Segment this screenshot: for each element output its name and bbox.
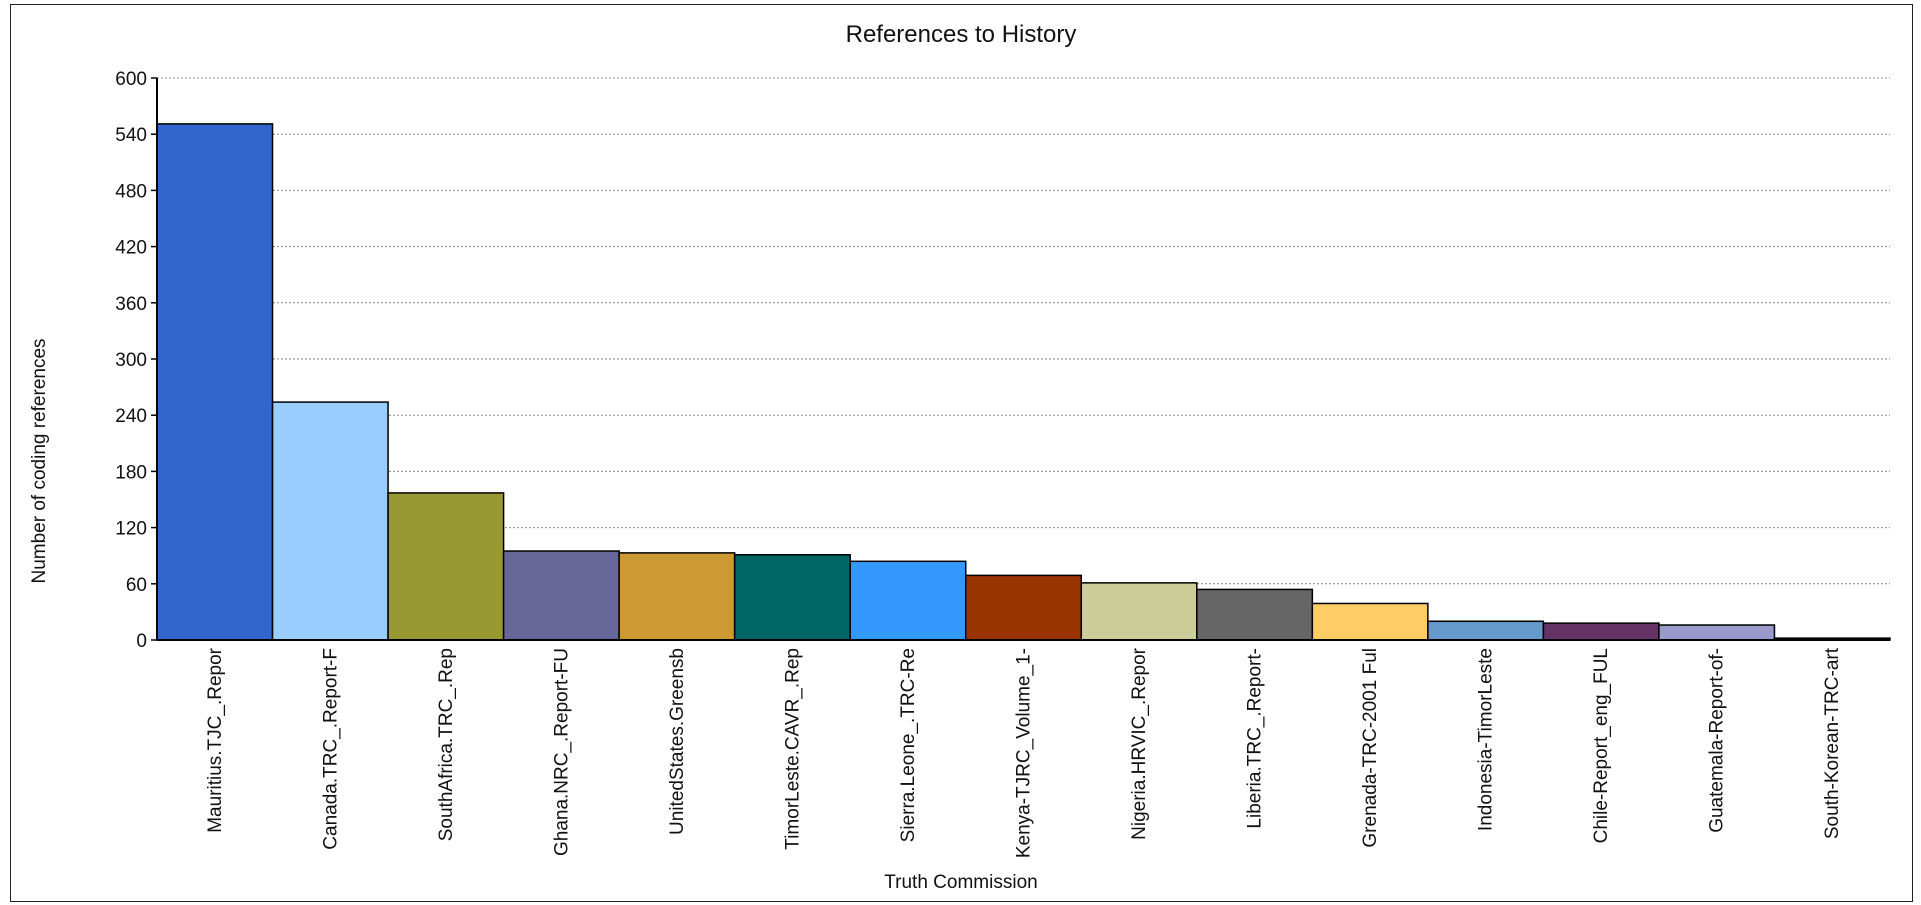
x-category-label: TimorLeste.CAVR_.Rep [782,648,803,850]
y-tick-label: 360 [115,294,147,315]
x-category-label: Mauritius.TJC_.Repor [205,647,226,832]
bar [1658,624,1776,641]
axes [151,77,1890,641]
x-category-label: Kenya-TJRC_Volume_1- [1014,648,1035,858]
chart-title: References to History [846,21,1077,48]
x-category-labels: Mauritius.TJC_.Repor Canada.TRC_.Report-F… [205,647,1843,858]
x-category-label: South-Korean-TRC-art [1822,647,1843,839]
bar [387,492,505,641]
bar [1080,582,1198,641]
x-category-label: SouthAfrica.TRC_.Rep [436,648,457,841]
x-category-label: Guatemala-Report-of- [1707,648,1728,833]
y-tick-label: 300 [115,350,147,371]
bar [849,560,967,641]
x-category-label: Grenada-TRC-2001 Ful [1360,648,1381,848]
x-category-label: Ghana.NRC_.Report-FU [551,648,572,856]
x-category-label: UnitedStates.Greensb [667,648,688,835]
y-tick-label: 420 [115,238,147,259]
y-tick-label: 240 [115,406,147,427]
bar [618,552,736,641]
x-category-label: Canada.TRC_.Report-F [320,648,341,850]
y-tick-label: 0 [136,631,147,652]
bar [271,401,389,641]
y-tick-labels: 0 60 120 180 240 300 360 420 480 540 600 [115,69,147,652]
x-category-label: Indonesia-TimorLeste [1476,648,1497,831]
bars [156,123,1891,641]
bar [733,554,851,641]
bar [1427,620,1545,641]
bar [156,123,274,641]
bar [1542,622,1660,641]
y-tick-label: 120 [115,519,147,540]
y-tick-label: 540 [115,125,147,146]
x-category-label: Nigeria.HRVIC_.Repor [1129,647,1150,840]
y-tick-label: 180 [115,462,147,483]
x-category-label: Sierra.Leone_.TRC-Re [898,648,919,842]
y-tick-label: 600 [115,69,147,90]
x-axis-title: Truth Commission [884,872,1037,893]
bar [964,574,1083,641]
bar [502,550,620,641]
y-tick-label: 480 [115,181,147,202]
x-category-label: Liberia.TRC_.Report- [1245,648,1266,829]
y-axis-title: Number of coding references [29,338,50,583]
bar [1196,588,1314,641]
y-tick-label: 60 [126,575,147,596]
bar [1311,602,1429,641]
x-category-label: Chile-Report_eng_FUL [1591,648,1612,843]
